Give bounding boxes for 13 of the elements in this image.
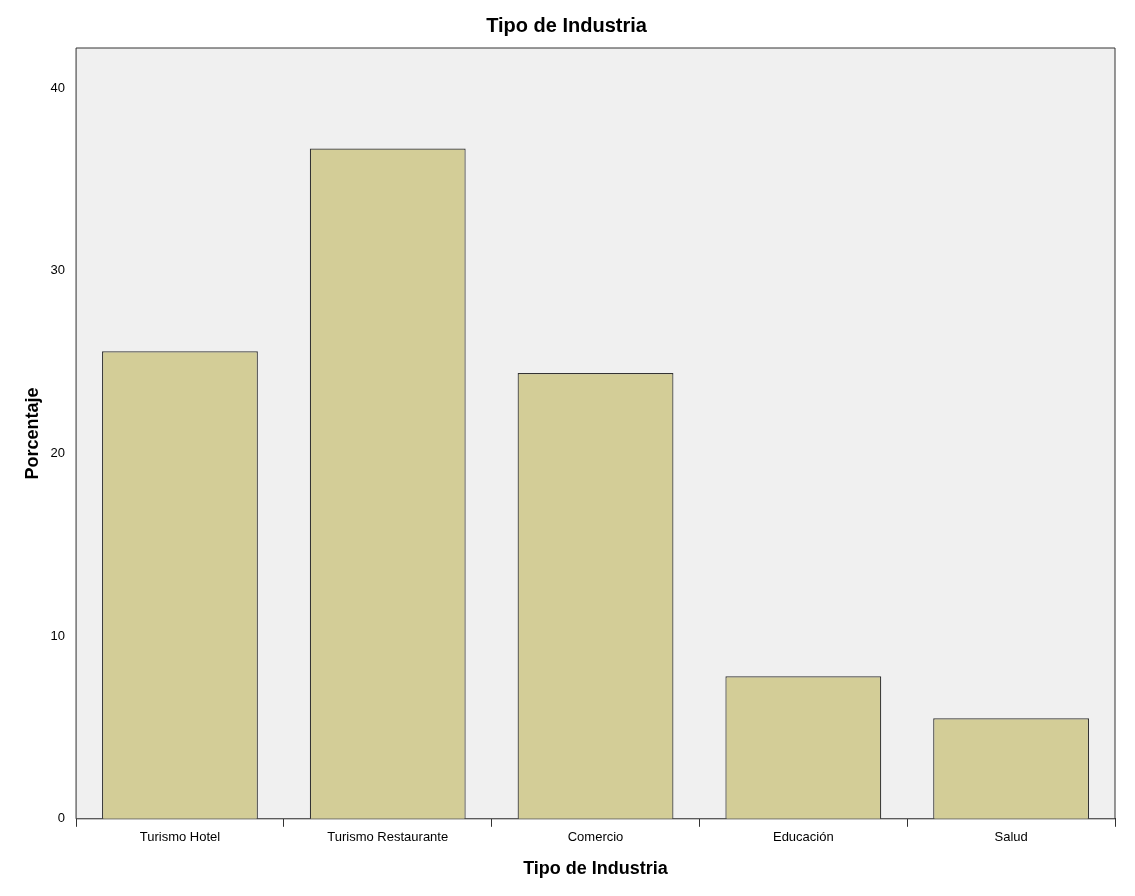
y-axis-title: Porcentaje [21, 387, 42, 480]
x-tick-label: Educación [772, 829, 834, 845]
y-tick-label: 40 [50, 79, 66, 95]
x-tick-label: Turismo Restaurante [327, 829, 449, 845]
y-tick-label: 10 [50, 627, 66, 643]
y-tick-label: 30 [50, 262, 66, 278]
y-tick-label: 20 [50, 445, 66, 461]
x-tick-label: Turismo Hotel [139, 829, 221, 845]
x-tick-label: Comercio [567, 829, 624, 845]
y-tick-label: 0 [57, 810, 66, 826]
chart-title: Tipo de Industria [486, 13, 648, 36]
x-axis-title: Tipo de Industria [523, 858, 669, 879]
x-tick-label: Salud [994, 829, 1028, 845]
